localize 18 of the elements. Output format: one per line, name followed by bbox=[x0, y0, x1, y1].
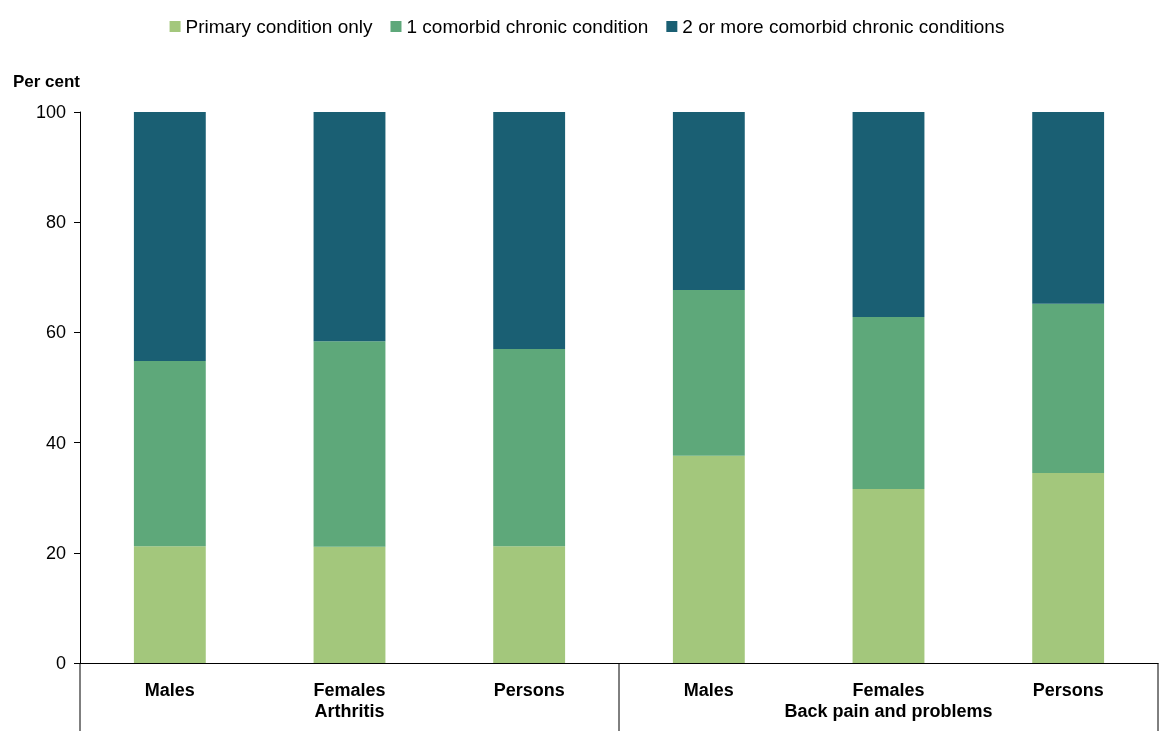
y-tick-label: 20 bbox=[45, 542, 66, 563]
y-tick-label: 60 bbox=[45, 322, 66, 343]
text: Arthritis bbox=[314, 701, 385, 721]
x-tick-label: Males bbox=[144, 680, 195, 700]
text: Back pain and problems bbox=[784, 701, 993, 721]
x-tick-label: Males bbox=[683, 680, 734, 700]
legend-label: 1 comorbid chronic condition bbox=[406, 16, 649, 37]
x-tick-label: Persons bbox=[493, 680, 565, 700]
legend-label: Primary condition only bbox=[185, 16, 373, 37]
y-tick-label: 40 bbox=[45, 432, 66, 453]
x-tick-label: Females bbox=[852, 680, 925, 700]
y-tick-label: 0 bbox=[55, 653, 66, 673]
x-tick-label: Persons bbox=[1032, 680, 1104, 700]
y-tick-label: 80 bbox=[45, 212, 66, 233]
y-axis-title: Per cent bbox=[12, 72, 81, 91]
x-tick-label: Females bbox=[313, 680, 386, 700]
y-tick-label: 100 bbox=[35, 102, 66, 122]
legend-label: 2 or more comorbid chronic conditions bbox=[682, 16, 1005, 37]
